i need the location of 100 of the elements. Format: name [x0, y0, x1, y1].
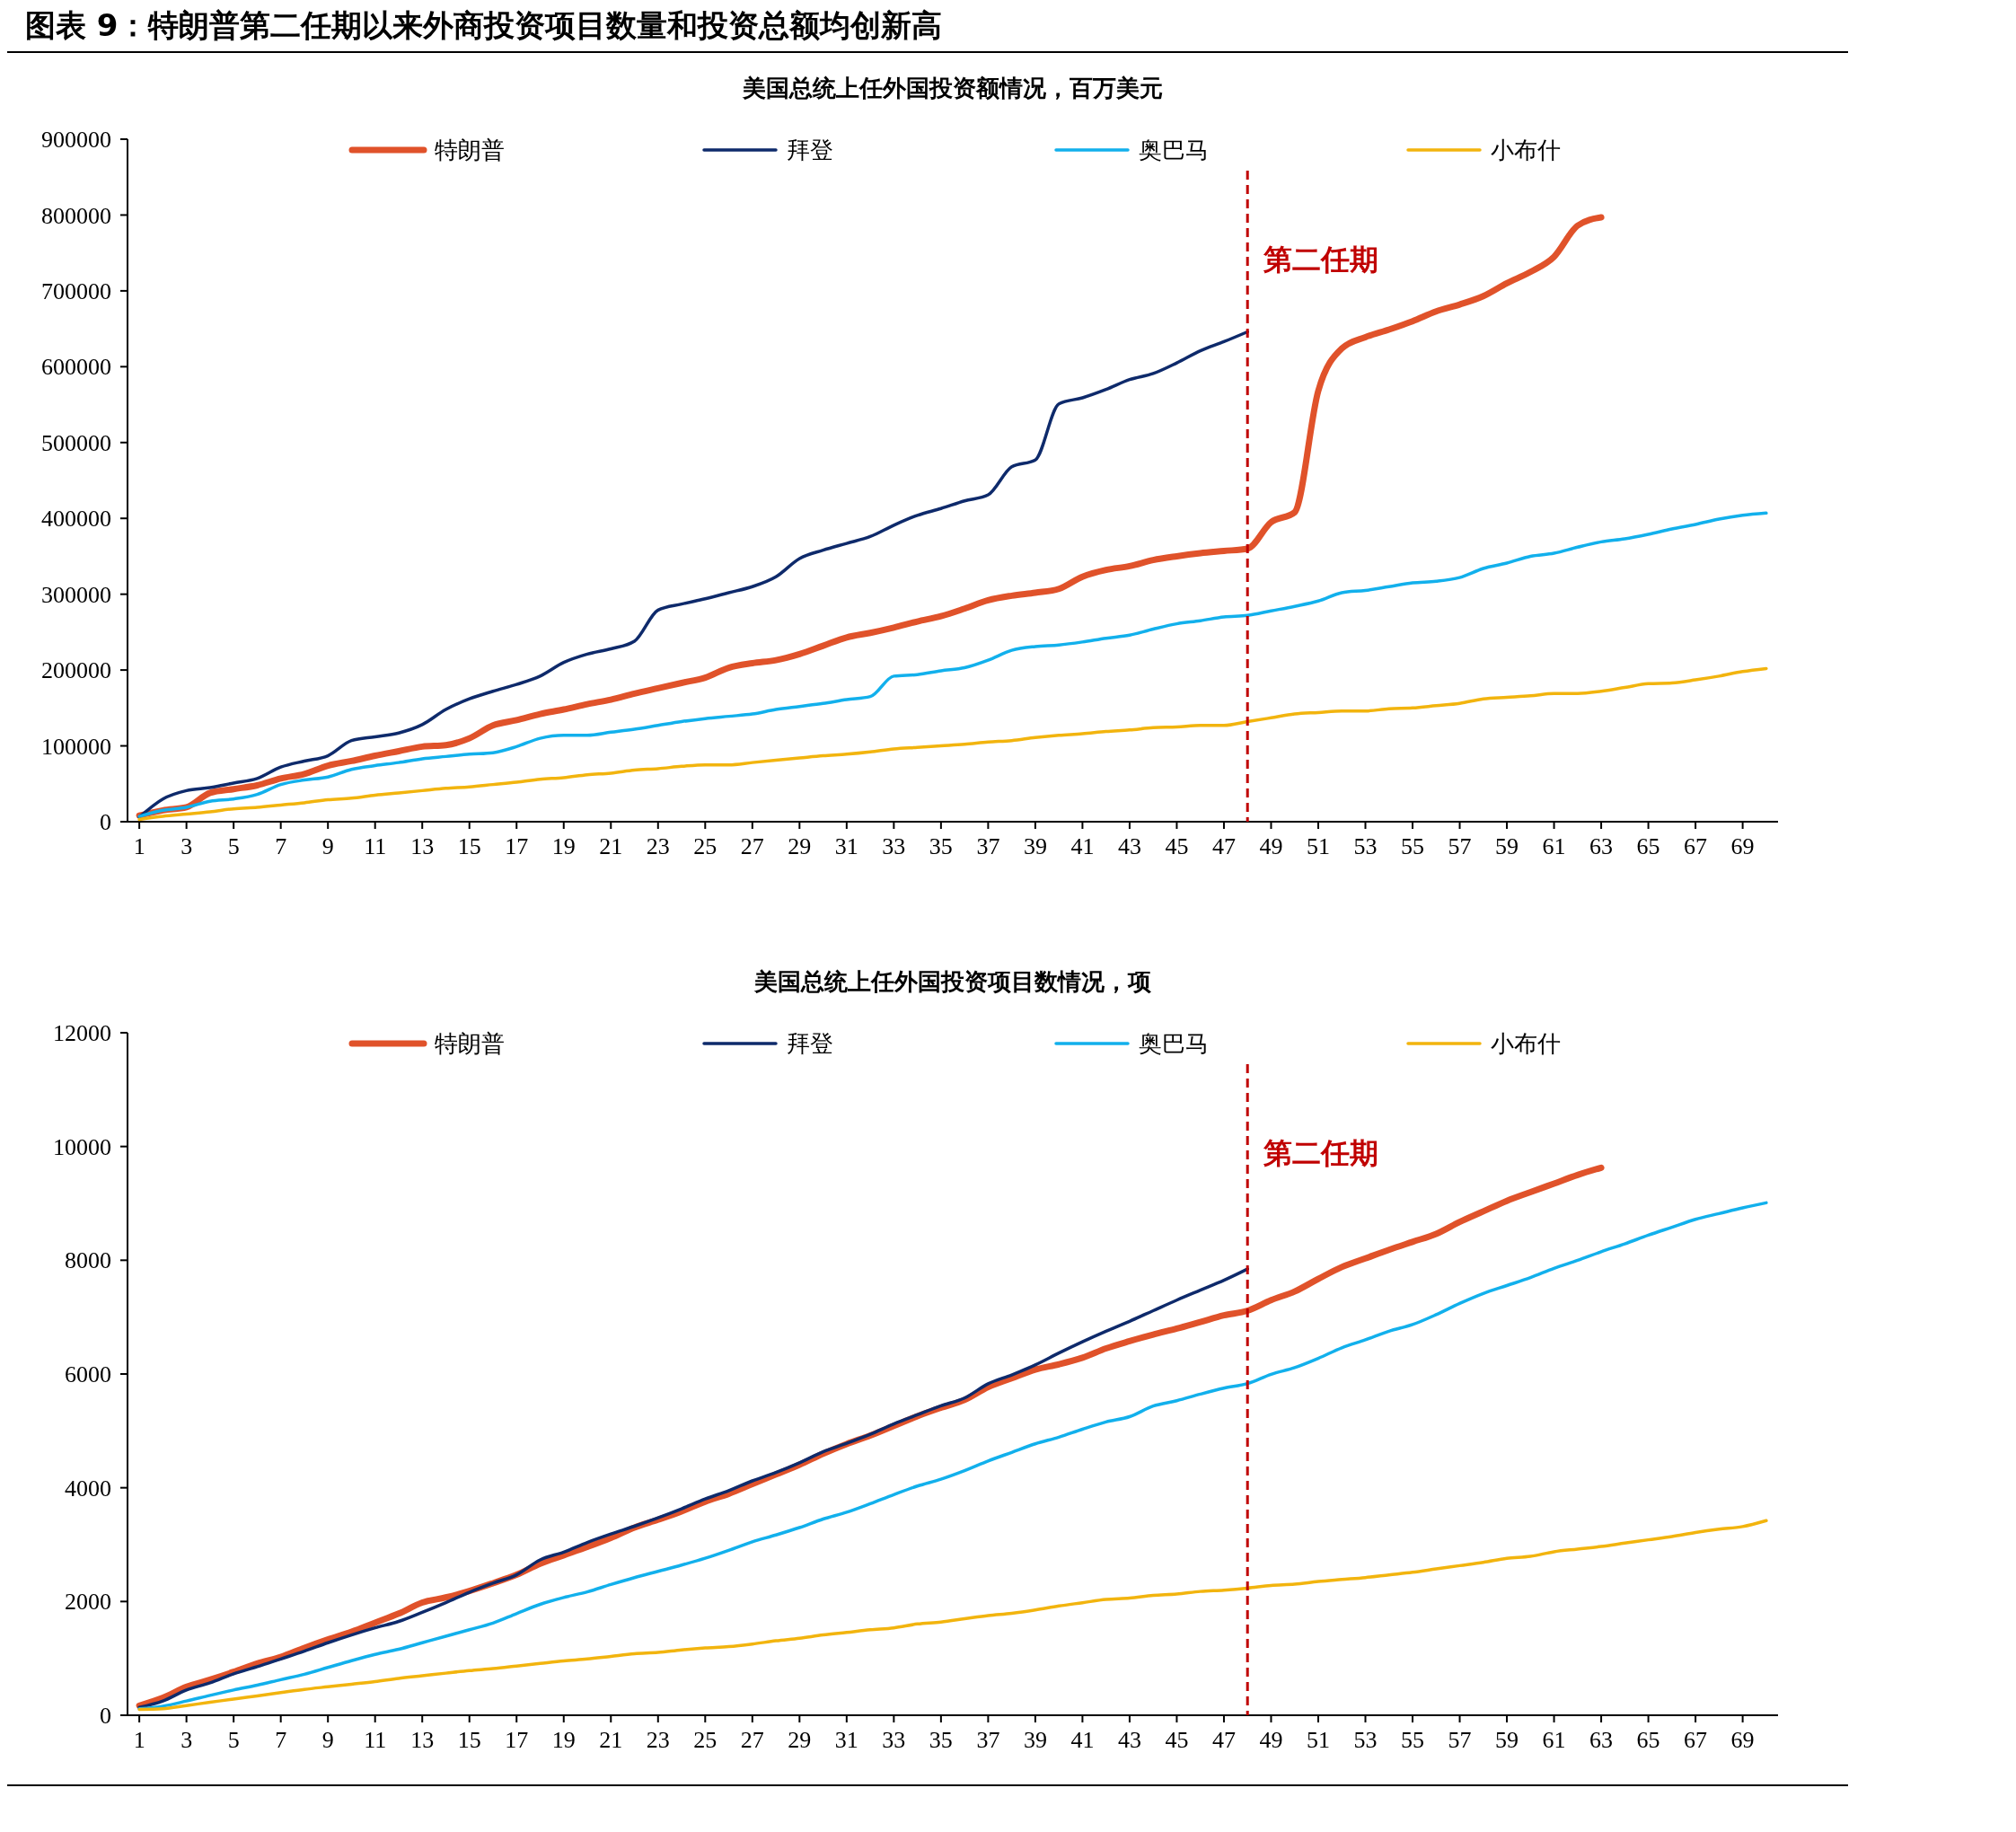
- legend-label: 奥巴马: [1139, 1031, 1209, 1058]
- x-tick-label: 61: [1542, 833, 1566, 859]
- line-series: [137, 330, 1249, 819]
- x-tick-label: 5: [227, 1727, 240, 1753]
- line-series: [137, 1519, 1768, 1712]
- x-tick-label: 13: [410, 1727, 435, 1753]
- y-tick-label: 10000: [53, 1133, 111, 1160]
- chart-title: 图表 9：特朗普第二任期以来外商投资项目数量和投资总额均创新高: [25, 7, 943, 43]
- x-tick-label: 59: [1495, 1727, 1519, 1753]
- x-tick-label: 33: [882, 1727, 906, 1753]
- line-series: [137, 1267, 1249, 1710]
- x-tick-label: 43: [1117, 833, 1141, 859]
- x-tick-label: 7: [275, 833, 287, 859]
- x-tick-label: 35: [929, 833, 953, 859]
- x-tick-label: 69: [1730, 833, 1755, 859]
- x-tick-label: 51: [1306, 1727, 1330, 1753]
- x-tick-label: 49: [1259, 1727, 1283, 1753]
- x-tick-label: 53: [1353, 1727, 1378, 1753]
- x-tick-label: 17: [505, 1727, 529, 1753]
- x-tick-label: 65: [1636, 1727, 1660, 1753]
- legend-label: 小布什: [1491, 137, 1561, 164]
- x-tick-label: 39: [1023, 833, 1047, 859]
- x-tick-label: 13: [410, 833, 435, 859]
- x-tick-label: 45: [1165, 1727, 1189, 1753]
- x-tick-label: 55: [1401, 833, 1425, 859]
- y-tick-label: 6000: [65, 1361, 111, 1388]
- x-tick-label: 21: [599, 833, 623, 859]
- x-tick-label: 45: [1165, 833, 1189, 859]
- y-tick-label: 100000: [41, 733, 111, 760]
- legend-label: 拜登: [787, 1031, 833, 1058]
- x-tick-label: 33: [882, 833, 906, 859]
- x-tick-label: 3: [180, 1727, 193, 1753]
- x-tick-label: 15: [457, 833, 481, 859]
- x-tick-label: 37: [976, 1727, 1000, 1753]
- x-tick-label: 31: [834, 833, 858, 859]
- y-tick-label: 2000: [65, 1589, 111, 1616]
- x-tick-label: 5: [227, 833, 240, 859]
- x-tick-label: 47: [1211, 1727, 1236, 1753]
- legend-label: 小布什: [1491, 1031, 1561, 1058]
- y-tick-label: 500000: [41, 429, 111, 456]
- legend-label: 拜登: [787, 137, 833, 164]
- y-tick-label: 800000: [41, 202, 111, 229]
- x-tick-label: 37: [976, 833, 1000, 859]
- x-tick-label: 39: [1023, 1727, 1047, 1753]
- x-tick-label: 21: [599, 1727, 623, 1753]
- x-tick-label: 1: [133, 833, 145, 859]
- y-tick-label: 400000: [41, 506, 111, 533]
- x-tick-label: 67: [1684, 1727, 1708, 1753]
- x-tick-label: 7: [275, 1727, 287, 1753]
- x-tick-label: 27: [740, 1727, 764, 1753]
- x-tick-label: 15: [457, 1727, 481, 1753]
- x-tick-label: 47: [1211, 833, 1236, 859]
- x-tick-label: 3: [180, 833, 193, 859]
- x-tick-label: 11: [364, 1727, 387, 1753]
- x-tick-label: 1: [133, 1727, 145, 1753]
- x-tick-label: 55: [1401, 1727, 1425, 1753]
- line-series: [137, 1201, 1768, 1711]
- line-series: [137, 666, 1768, 822]
- line-series: [137, 511, 1768, 818]
- y-tick-label: 0: [100, 809, 111, 836]
- x-tick-label: 11: [364, 833, 387, 859]
- x-tick-label: 41: [1070, 833, 1095, 859]
- x-tick-label: 23: [646, 833, 670, 859]
- y-tick-label: 700000: [41, 277, 111, 304]
- y-tick-label: 600000: [41, 354, 111, 381]
- y-tick-label: 300000: [41, 581, 111, 608]
- x-tick-label: 61: [1542, 1727, 1566, 1753]
- x-tick-label: 53: [1353, 833, 1378, 859]
- x-tick-label: 63: [1589, 1727, 1614, 1753]
- x-tick-label: 67: [1684, 833, 1708, 859]
- x-tick-label: 19: [551, 1727, 576, 1753]
- x-tick-label: 25: [693, 833, 717, 859]
- y-tick-label: 200000: [41, 657, 111, 684]
- y-tick-label: 12000: [53, 1020, 111, 1047]
- x-tick-label: 51: [1306, 833, 1330, 859]
- x-tick-label: 35: [929, 1727, 953, 1753]
- y-tick-label: 8000: [65, 1247, 111, 1274]
- x-tick-label: 27: [740, 833, 764, 859]
- x-tick-label: 69: [1730, 1727, 1755, 1753]
- x-tick-label: 23: [646, 1727, 670, 1753]
- ref-line-label: 第二任期: [1263, 1137, 1379, 1169]
- x-tick-label: 31: [834, 1727, 858, 1753]
- x-tick-label: 65: [1636, 833, 1660, 859]
- ref-line-label: 第二任期: [1263, 243, 1379, 276]
- x-tick-label: 49: [1259, 833, 1283, 859]
- x-tick-label: 19: [551, 833, 576, 859]
- y-tick-label: 900000: [41, 127, 111, 154]
- legend-label: 特朗普: [435, 1031, 505, 1058]
- x-tick-label: 29: [788, 1727, 812, 1753]
- y-tick-label: 4000: [65, 1475, 111, 1502]
- x-tick-label: 17: [505, 833, 529, 859]
- x-tick-label: 57: [1448, 833, 1472, 859]
- x-tick-label: 59: [1495, 833, 1519, 859]
- x-tick-label: 43: [1117, 1727, 1141, 1753]
- x-tick-label: 57: [1448, 1727, 1472, 1753]
- x-tick-label: 25: [693, 1727, 717, 1753]
- x-tick-label: 63: [1589, 833, 1614, 859]
- legend-label: 特朗普: [435, 137, 505, 164]
- x-tick-label: 29: [788, 833, 812, 859]
- legend-label: 奥巴马: [1139, 137, 1209, 164]
